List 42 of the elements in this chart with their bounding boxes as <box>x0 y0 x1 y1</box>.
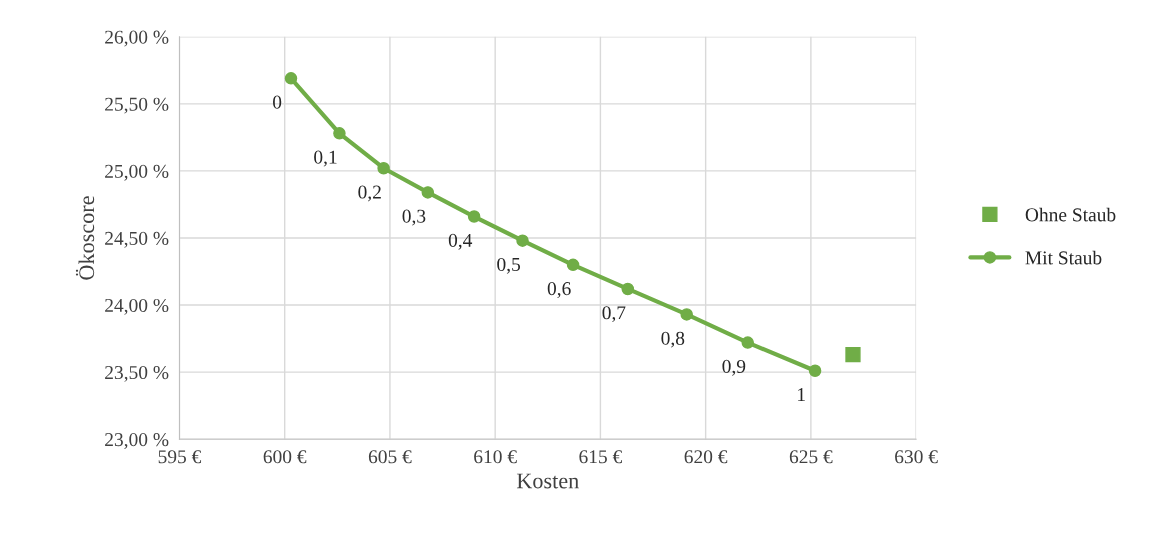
annotation: 0,6 <box>547 282 571 298</box>
x-tick-label: 600 € <box>263 450 307 464</box>
x-axis-title: Kosten <box>516 473 579 489</box>
y-tick-label: 25,00 % <box>105 164 169 181</box>
x-tick-label: 630 € <box>895 450 938 464</box>
x-tick-label: 620 € <box>684 450 728 464</box>
point <box>333 127 346 140</box>
x-tick-label: 615 € <box>579 450 622 464</box>
annotation: 0,8 <box>661 331 685 348</box>
point <box>377 161 390 175</box>
point <box>566 258 580 272</box>
annotation: 0,3 <box>402 209 426 226</box>
annotation: 0,2 <box>358 185 381 202</box>
point <box>516 234 529 247</box>
legend-label: Ohne Staub <box>1025 207 1116 222</box>
y-tick-label: 25,50 % <box>105 97 169 114</box>
legend-label: Mit Staub <box>1025 250 1102 265</box>
y-tick-label: 23,00 % <box>105 433 169 449</box>
point <box>284 72 298 85</box>
point <box>621 282 635 296</box>
y-axis-title: Ökoscore <box>75 196 95 280</box>
annotation: 0 <box>273 95 282 109</box>
annotation: 0,9 <box>722 359 746 376</box>
annotation: 1 <box>798 388 805 401</box>
annotation: 0,4 <box>448 233 473 250</box>
point <box>680 308 693 321</box>
x-tick-label: 610 € <box>474 450 517 464</box>
y-tick-label: 26,00 % <box>105 30 169 47</box>
x-tick-label: 625 € <box>789 450 833 464</box>
x-tick-label: 595 € <box>158 450 202 464</box>
x-tick-label: 605 € <box>368 450 412 464</box>
y-tick-label: 24,00 % <box>105 298 169 315</box>
point <box>467 210 481 223</box>
point <box>808 364 822 378</box>
point <box>845 347 861 363</box>
point <box>741 336 754 349</box>
annotation: 0,7 <box>602 306 626 323</box>
y-tick-label: 24,50 % <box>105 231 169 248</box>
annotation: 0,1 <box>314 150 337 167</box>
annotation: 0,5 <box>497 257 521 274</box>
point <box>421 186 435 199</box>
y-tick-label: 23,50 % <box>105 365 169 382</box>
